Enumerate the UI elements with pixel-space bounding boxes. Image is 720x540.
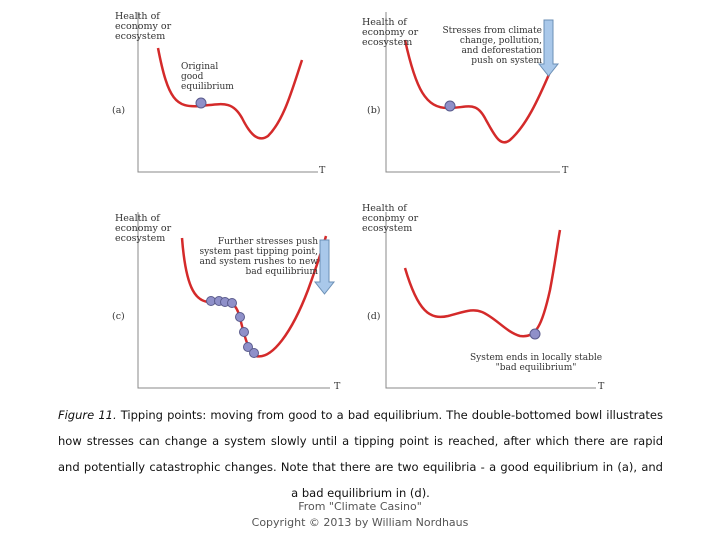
panel-c-balls [206,296,259,358]
panel-b-axes [385,12,560,173]
panel-a-tag: (a) [112,105,126,116]
panel-c-ball-4 [227,298,237,308]
panel-c: Health of economy or ecosystem (c) T Fur… [0,0,360,400]
panel-a-xlabel: T [319,165,326,176]
panel-b-arrow [537,19,560,77]
panel-b: Health of economy or ecosystem (b) T Str… [0,0,720,200]
panel-b-tag: (b) [367,105,381,116]
panel-b-xlabel: T [562,165,569,176]
caption-text: Tipping points: moving from good to a ba… [58,408,664,500]
panel-d-tag: (d) [367,311,381,322]
panel-b-graph [385,12,560,173]
credit-line-1: From "Climate Casino" [298,500,422,513]
panel-d-curve [403,229,562,338]
panel-a-annotation: Original good equilibrium [181,62,234,92]
panel-c-graph [137,212,336,389]
panel-a-graph [137,12,318,173]
caption-lead: Figure 11. [58,408,117,422]
panel-a-ylabel: Health of economy or ecosystem [115,11,172,42]
panel-d-xlabel: T [598,381,605,392]
panel-c-annotation: Further stresses push system past tippin… [199,237,318,277]
panel-d-ball [529,328,541,340]
panel-c-tag: (c) [112,311,125,322]
panel-c-ball-5 [235,312,245,322]
credit-line-2: Copyright © 2013 by William Nordhaus [251,516,469,529]
panel-b-curve [403,39,552,144]
panel-c-ball-6 [239,327,249,337]
panel-a-curve [156,47,304,140]
panel-c-ball-7 [243,342,253,352]
panel-c-curve [180,235,328,358]
panel-b-annotation: Stresses from climate change, pollution,… [442,26,542,66]
panel-a: Health of economy or ecosystem (a) T Ori… [0,0,360,200]
panel-b-ball [444,100,456,112]
panel-d-ylabel: Health of economy or ecosystem [362,203,419,234]
panel-d: Health of economy or ecosystem (d) T Sys… [362,203,605,392]
panel-c-arrow [313,239,336,295]
panel-a-ball [195,97,207,109]
panel-b-ylabel: Health of economy or ecosystem [362,17,419,48]
panel-d-graph [385,212,596,389]
panel-d-annotation: System ends in locally stable "bad equil… [469,353,603,373]
panel-c-ylabel: Health of economy or ecosystem [115,213,172,244]
panel-c-axes [137,212,330,389]
panel-c-xlabel: T [334,381,341,392]
panel-a-axes [137,12,318,173]
panel-c-ball-8 [249,348,259,358]
panel-d-axes [385,212,596,389]
figure-caption: Figure 11. Tipping points: moving from g… [58,402,663,506]
